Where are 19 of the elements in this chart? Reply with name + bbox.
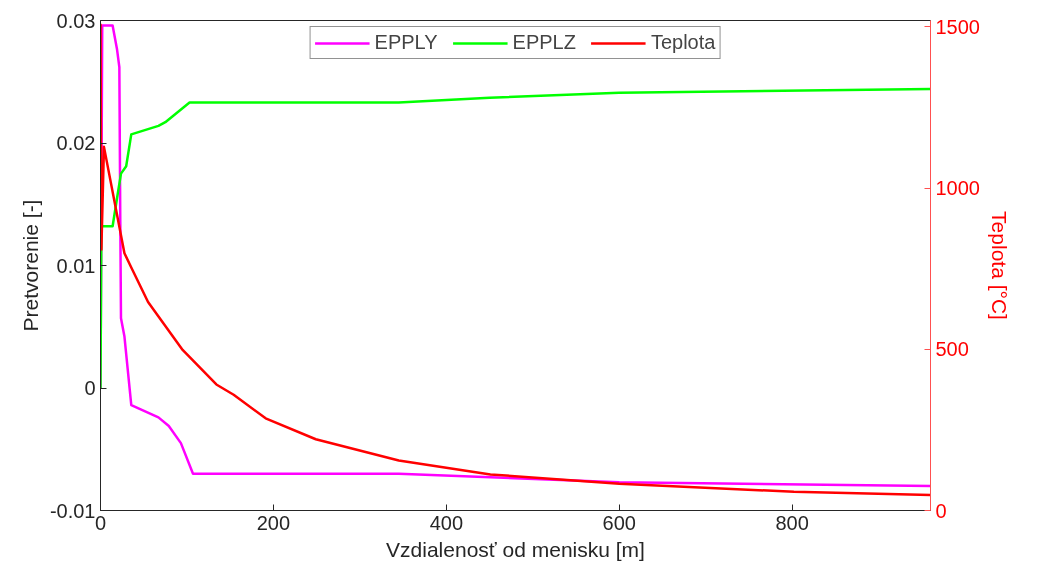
y2-tick-label: 1500 (935, 15, 980, 38)
y2-tick-label: 1000 (935, 177, 980, 200)
y2-tick-label: 500 (935, 338, 969, 361)
y-tick-label: 0.01 (56, 254, 96, 277)
x-axis-title: Vzdialenosť od menisku [m] (386, 537, 645, 561)
legend-label: Teplota (650, 31, 716, 54)
x-tick-label: 200 (256, 511, 291, 534)
y-tick-label: 0.03 (56, 9, 96, 32)
y-tick-label: 0.02 (56, 132, 96, 154)
legend-label: EPPLZ (512, 31, 576, 54)
x-tick-label: 600 (602, 511, 636, 534)
y-tick-label: -0.01 (49, 499, 96, 522)
y-axis-title: Pretvorenie [-] (18, 199, 42, 332)
line-series (100, 87, 931, 390)
y2-axis-title: Teplota [°C] (987, 211, 1011, 320)
y-tick-label: 0 (84, 377, 96, 399)
x-tick-label: 400 (429, 511, 464, 534)
legend-label: EPPLY (374, 31, 438, 54)
x-tick-label: 800 (775, 511, 809, 534)
